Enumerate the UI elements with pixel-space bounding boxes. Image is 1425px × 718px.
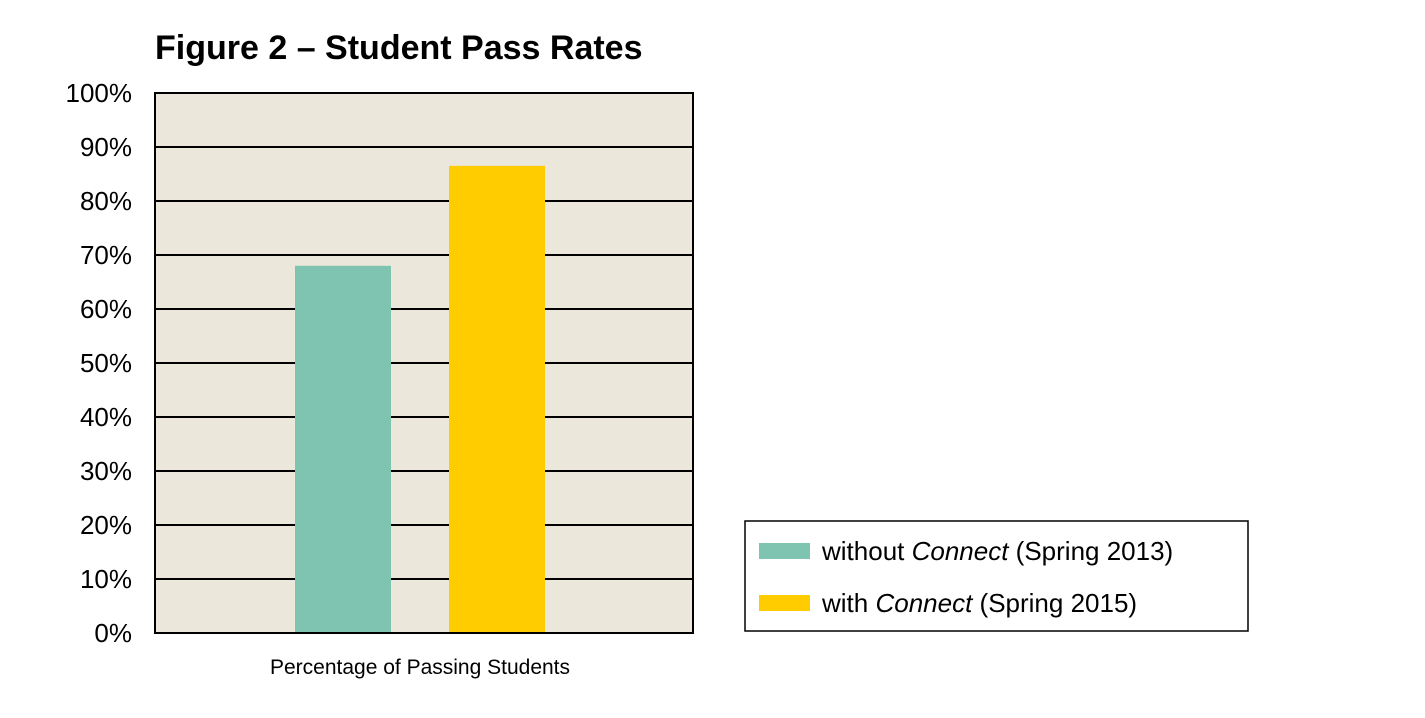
y-axis-ticks: 0% 10% 20% 30% 40% 50% 60% 70% 80% 90% 100% <box>66 78 133 648</box>
y-tick-label: 60% <box>80 294 132 324</box>
y-tick-label: 20% <box>80 510 132 540</box>
plot-frame <box>154 92 694 634</box>
y-tick-label: 80% <box>80 186 132 216</box>
y-tick-label: 10% <box>80 564 132 594</box>
y-tick-label: 100% <box>66 78 133 108</box>
y-tick-label: 50% <box>80 348 132 378</box>
legend-label: without Connect (Spring 2013) <box>821 536 1173 566</box>
legend-swatch <box>759 595 810 611</box>
legend-label: with Connect (Spring 2015) <box>821 588 1137 618</box>
legend-box <box>744 520 1249 632</box>
gridlines <box>155 146 693 580</box>
x-axis-label: Percentage of Passing Students <box>270 656 570 679</box>
y-tick-label: 30% <box>80 456 132 486</box>
legend: without Connect (Spring 2013) with Connec… <box>744 520 1249 632</box>
bar-series-2 <box>449 165 545 633</box>
bar-series-1 <box>295 265 391 633</box>
bars <box>295 165 545 633</box>
y-tick-label: 90% <box>80 132 132 162</box>
y-tick-label: 0% <box>94 618 132 648</box>
y-tick-label: 40% <box>80 402 132 432</box>
y-tick-label: 70% <box>80 240 132 270</box>
legend-swatch <box>759 543 810 559</box>
chart-title: Figure 2 – Student Pass Rates <box>155 29 643 67</box>
